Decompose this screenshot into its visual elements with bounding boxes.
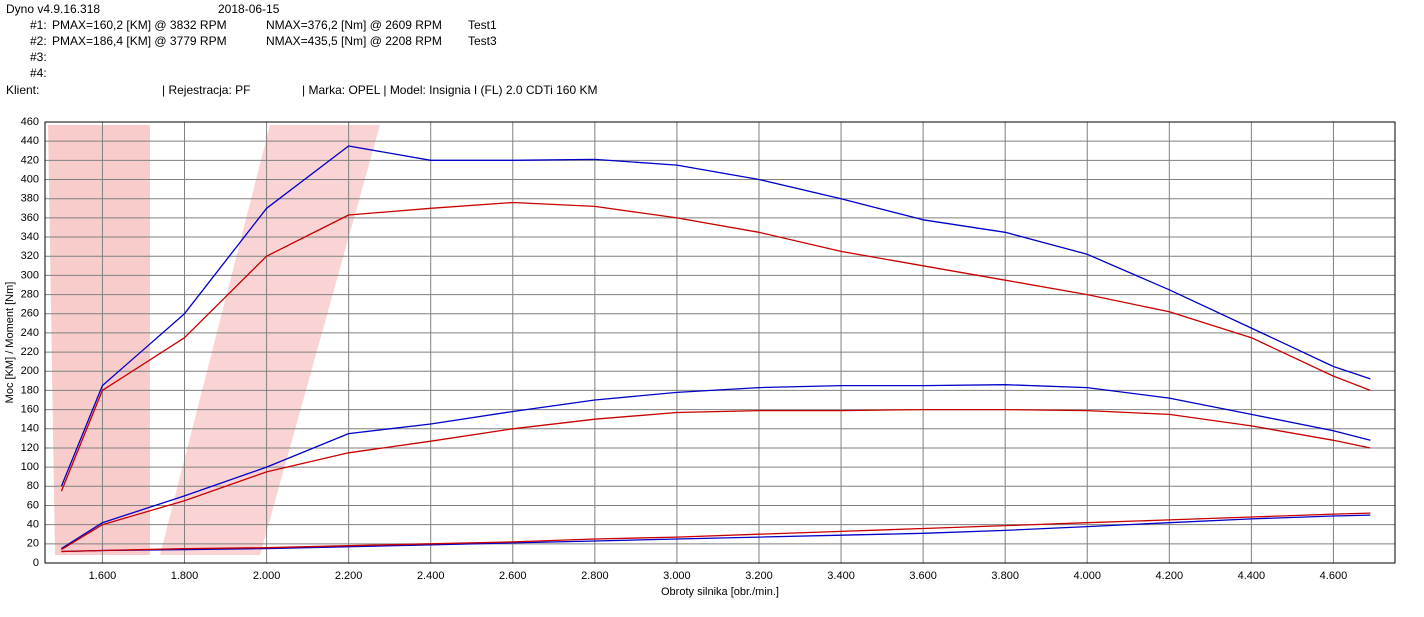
y-tick-label: 440 — [21, 135, 39, 147]
x-tick-label: 4.400 — [1238, 570, 1266, 582]
x-tick-label: 2.200 — [335, 570, 363, 582]
y-tick-label: 280 — [21, 288, 39, 300]
y-tick-label: 380 — [21, 193, 39, 205]
x-axis-label: Obroty silnika [obr./min.] — [661, 586, 779, 598]
x-tick-label: 3.200 — [745, 570, 773, 582]
run-label: #1: — [30, 18, 47, 32]
y-axis-label: Moc [KM] / Moment [Nm] — [4, 282, 16, 404]
run-label: #3: — [30, 50, 47, 64]
x-tick-label: 3.000 — [663, 570, 691, 582]
date: 2018-06-15 — [218, 2, 280, 16]
run-nmax: NMAX=435,5 [Nm] @ 2208 RPM — [266, 34, 442, 48]
y-tick-label: 140 — [21, 423, 39, 435]
y-tick-label: 60 — [27, 499, 39, 511]
y-tick-label: 180 — [21, 384, 39, 396]
x-tick-label: 2.400 — [417, 570, 445, 582]
run-label: #4: — [30, 66, 47, 80]
app-version: Dyno v4.9.16.318 — [6, 2, 100, 16]
line-series — [61, 514, 1371, 553]
x-tick-label: 3.400 — [827, 570, 855, 582]
y-tick-label: 260 — [21, 308, 39, 320]
y-tick-label: 20 — [27, 538, 39, 550]
y-tick-label: 220 — [21, 346, 39, 358]
x-tick-label: 2.800 — [581, 570, 609, 582]
y-tick-label: 360 — [21, 212, 39, 224]
run-test: Test3 — [468, 34, 497, 48]
run-test: Test1 — [468, 18, 497, 32]
watermark — [48, 125, 150, 555]
x-tick-label: 4.000 — [1073, 570, 1101, 582]
x-tick-label: 4.200 — [1156, 570, 1184, 582]
run-pmax: PMAX=160,2 [KM] @ 3832 RPM — [52, 18, 227, 32]
y-tick-label: 240 — [21, 327, 39, 339]
x-tick-label: 2.600 — [499, 570, 527, 582]
plot-border — [44, 121, 1396, 564]
line-series — [61, 384, 1371, 550]
x-tick-label: 2.000 — [253, 570, 281, 582]
line-series — [61, 512, 1371, 553]
run-pmax: PMAX=186,4 [KM] @ 3779 RPM — [52, 34, 227, 48]
y-tick-label: 340 — [21, 231, 39, 243]
y-tick-label: 0 — [33, 557, 39, 569]
run-nmax: NMAX=376,2 [Nm] @ 2609 RPM — [266, 18, 442, 32]
client: Klient: — [6, 83, 39, 97]
y-tick-label: 420 — [21, 154, 39, 166]
y-tick-label: 40 — [27, 519, 39, 531]
x-tick-label: 3.800 — [991, 570, 1019, 582]
y-tick-label: 460 — [21, 116, 39, 128]
x-tick-label: 3.600 — [909, 570, 937, 582]
y-tick-label: 160 — [21, 404, 39, 416]
registration: | Rejestracja: PF — [162, 83, 250, 97]
x-tick-label: 4.600 — [1320, 570, 1348, 582]
x-tick-label: 1.800 — [171, 570, 199, 582]
y-tick-label: 100 — [21, 461, 39, 473]
line-series — [61, 408, 1371, 551]
line-series — [60, 145, 1371, 487]
car: | Marka: OPEL | Model: Insignia I (FL) 2… — [302, 83, 597, 97]
y-tick-label: 300 — [21, 269, 39, 281]
y-tick-label: 120 — [21, 442, 39, 454]
run-label: #2: — [30, 34, 47, 48]
line-series — [60, 201, 1371, 492]
y-tick-label: 200 — [21, 365, 39, 377]
x-tick-label: 1.600 — [89, 570, 117, 582]
y-tick-label: 320 — [21, 250, 39, 262]
y-tick-label: 400 — [21, 173, 39, 185]
y-tick-label: 80 — [27, 480, 39, 492]
